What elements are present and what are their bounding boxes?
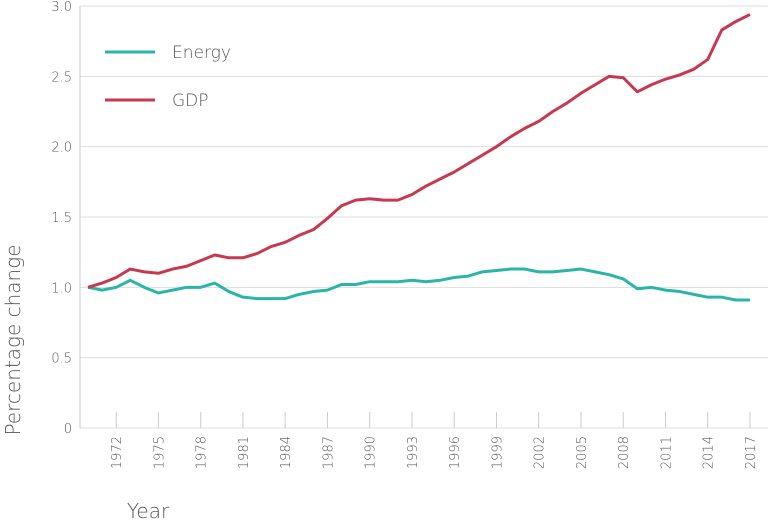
- x-tick-label: 1996: [448, 436, 463, 469]
- x-tick-label: 2011: [659, 436, 674, 469]
- x-tick-label: 2014: [702, 436, 717, 469]
- x-tick-label: 2005: [575, 436, 590, 469]
- x-axis-label: Year: [127, 499, 170, 523]
- x-tick-label: 1972: [110, 436, 125, 469]
- y-tick-label: 2.0: [51, 141, 72, 156]
- x-tick-label: 2002: [533, 436, 548, 469]
- y-tick-label: 1.5: [51, 211, 72, 226]
- line: [87, 267, 750, 302]
- y-tick-label: 2.5: [51, 70, 72, 85]
- y-tick-label: 3.0: [51, 0, 72, 15]
- y-tick-label: 1.0: [51, 281, 72, 296]
- y-tick-label: 0.5: [51, 352, 72, 367]
- y-tick-label: 0: [64, 422, 72, 437]
- x-tick-label: 1993: [406, 436, 421, 469]
- x-tick-label: 1984: [279, 436, 294, 469]
- y-axis-label: Percentage change: [1, 244, 25, 435]
- x-tick-label: 1990: [364, 436, 379, 469]
- legend-label: GDP: [172, 91, 209, 111]
- x-tick-label: 2008: [617, 436, 632, 469]
- x-tick-label: 1981: [237, 436, 252, 469]
- line: [87, 13, 751, 289]
- x-tick-label: 1975: [152, 436, 167, 469]
- x-tick-label: 1978: [195, 436, 210, 469]
- x-tick-label: 1999: [490, 436, 505, 469]
- legend-label: Energy: [172, 43, 231, 63]
- x-tick-label: 1987: [321, 436, 336, 469]
- x-tick-label: 2017: [744, 436, 759, 469]
